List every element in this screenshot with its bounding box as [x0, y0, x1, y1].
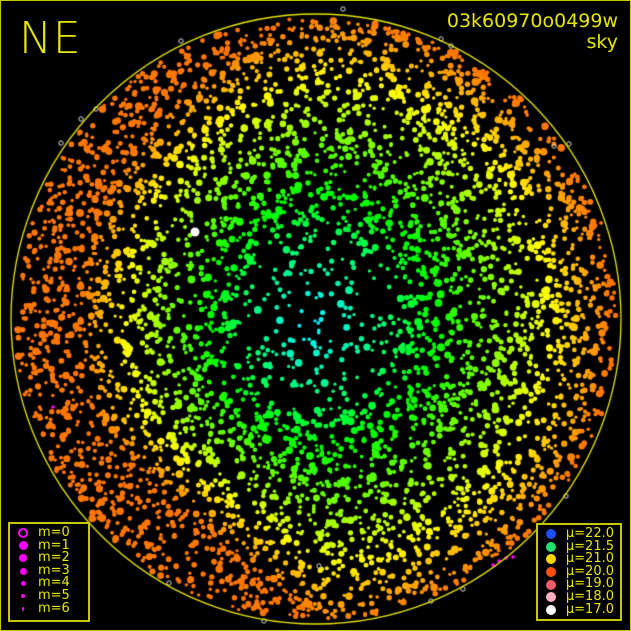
filled-circle-icon [18, 541, 28, 551]
filled-circle-icon [21, 594, 25, 599]
color-swatch-icon [545, 592, 556, 603]
legend-item-mu: μ=20.0 [544, 563, 614, 579]
image-mode: sky [586, 31, 618, 53]
legend-item-mu: μ=21.5 [544, 538, 614, 554]
legend-label: m=1 [38, 537, 70, 553]
filled-circle-icon [20, 581, 26, 587]
filled-circle-icon [19, 554, 27, 563]
color-swatch-icon [545, 554, 556, 565]
filled-circle-icon [19, 567, 27, 575]
legend-label: m=2 [38, 550, 70, 566]
image-title: 03k60970o0499w sky [447, 11, 618, 53]
legend-label: μ=19.0 [565, 576, 614, 592]
legend-item-m6: m=6 [16, 600, 82, 616]
legend-item-mu: μ=19.0 [544, 578, 614, 591]
legend-label: μ=20.0 [565, 563, 614, 579]
filled-circle-icon [22, 606, 24, 611]
legend-label: μ=17.0 [565, 601, 614, 617]
color-swatch-icon [545, 541, 556, 552]
legend-item-m4: m=4 [16, 577, 82, 590]
legend-label: μ=21.0 [565, 551, 614, 567]
legend-label: m=0 [38, 525, 70, 540]
legend-item-mu: μ=21.0 [544, 551, 614, 567]
legend-item-mu: μ=22.0 [544, 526, 614, 541]
legend-item-m1: m=1 [16, 537, 82, 553]
color-swatch-icon [545, 579, 556, 590]
legend-label: m=5 [38, 587, 70, 603]
color-swatch-icon [545, 604, 556, 615]
surface-brightness-legend: μ=22.0 μ=21.5 μ=21.0 μ=20.0 μ=19.0 μ=18.0 μ=17… [536, 523, 622, 621]
legend-label: μ=22.0 [565, 526, 614, 541]
legend-item-m3: m=3 [16, 562, 82, 578]
legend-item-mu: μ=18.0 [544, 588, 614, 604]
legend-item-mu: μ=17.0 [544, 601, 614, 617]
legend-label: μ=18.0 [565, 588, 614, 604]
legend-label: μ=21.5 [565, 538, 614, 554]
legend-item-m5: m=5 [16, 587, 82, 603]
legend-label: m=6 [38, 600, 70, 616]
magnitude-legend: m=0 m=1 m=2 m=3 m=4 m=5 m=6 [8, 522, 90, 622]
legend-label: m=4 [38, 575, 70, 591]
open-circle-icon [18, 528, 28, 539]
color-swatch-icon [545, 529, 556, 540]
legend-item-m0: m=0 [16, 525, 82, 540]
legend-item-m2: m=2 [16, 550, 82, 566]
direction-label: NE [19, 13, 82, 64]
legend-label: m=3 [38, 562, 70, 578]
color-swatch-icon [545, 567, 556, 578]
image-id: 03k60970o0499w [446, 10, 618, 32]
